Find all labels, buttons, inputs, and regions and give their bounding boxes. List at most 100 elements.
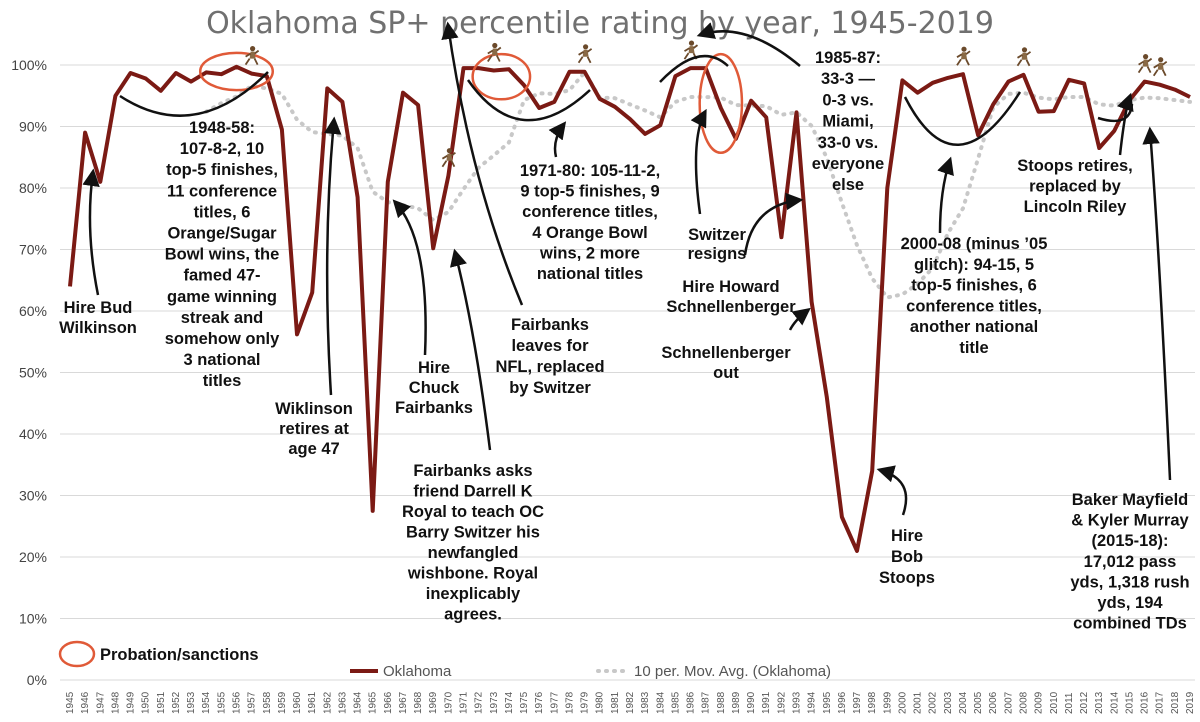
- x-tick-label: 1996: [837, 691, 848, 714]
- x-tick-label: 1953: [186, 691, 197, 714]
- sanctions-ellipse: [698, 52, 744, 155]
- x-tick-label: 1961: [307, 691, 318, 714]
- x-tick-label: 1994: [807, 691, 818, 714]
- sanctions-legend: Probation/sanctions: [58, 640, 259, 668]
- x-tick-label: 2007: [1003, 691, 1014, 714]
- arrow-fairbanks-leaves: [441, 21, 524, 306]
- x-tick-label: 1985: [670, 691, 681, 714]
- annotation-baker: Baker Mayfield & Kyler Murray (2015-18): 17…: [1070, 491, 1189, 633]
- sanctions-ellipse: [198, 51, 275, 92]
- football-player-icon: [577, 44, 593, 64]
- x-tick-label: 1998: [867, 691, 878, 714]
- x-tick-label: 1951: [156, 691, 167, 714]
- x-tick-label: 1977: [549, 691, 560, 714]
- x-tick-label: 1984: [655, 691, 666, 714]
- y-tick-label: 80%: [19, 180, 47, 196]
- x-tick-label: 1982: [625, 691, 636, 714]
- x-tick-label: 1980: [595, 691, 606, 714]
- x-tick-label: 1974: [504, 691, 515, 714]
- x-tick-label: 2013: [1094, 691, 1105, 714]
- x-tick-label: 2019: [1185, 691, 1196, 714]
- annotation-hire-chuck: Hire Chuck Fairbanks: [395, 359, 473, 417]
- x-tick-label: 1999: [882, 691, 893, 714]
- era-1971-80-bracket: [466, 79, 591, 122]
- x-tick-label: 1975: [519, 691, 530, 714]
- football-player-icon: [1016, 47, 1032, 67]
- x-tick-label: 1969: [428, 691, 439, 714]
- arrow-era-1985-87: [696, 22, 801, 67]
- arrow-switzer-resigns: [690, 108, 707, 215]
- x-axis: 1945 1946 1947 1948 1949 1950 1951 1952 1953 1954…: [65, 691, 1196, 714]
- x-tick-label: 2001: [913, 691, 924, 714]
- x-tick-label: 1962: [322, 691, 333, 714]
- x-tick-label: 1990: [746, 691, 757, 714]
- coach-icons: [244, 40, 1168, 168]
- annotation-era4858: 1948-58: 107-8-2, 10 top-5 finishes, 11 con…: [165, 119, 280, 390]
- arrow-era-2000-08: [937, 156, 954, 234]
- x-tick-label: 1946: [80, 691, 91, 714]
- annotation-era7180: 1971-80: 105-11-2, 9 top-5 finishes, 9 con…: [520, 162, 660, 283]
- era-1985-87-bracket: [659, 54, 729, 83]
- x-tick-label: 1949: [126, 691, 137, 714]
- x-tick-label: 1981: [610, 691, 621, 714]
- x-tick-label: 1952: [171, 691, 182, 714]
- x-tick-label: 1971: [459, 691, 470, 714]
- annotation-arrows: [82, 21, 1172, 516]
- x-tick-label: 1960: [292, 691, 303, 714]
- football-player-icon: [1152, 57, 1168, 77]
- x-tick-label: 1964: [353, 691, 364, 714]
- x-tick-label: 1992: [776, 691, 787, 714]
- x-tick-label: 2014: [1109, 691, 1120, 714]
- x-tick-label: 1988: [716, 691, 727, 714]
- oklahoma-line: [68, 64, 1191, 553]
- x-tick-label: 1954: [201, 691, 212, 714]
- x-tick-label: 1959: [277, 691, 288, 714]
- moving-average-line: [204, 68, 1192, 300]
- x-tick-label: 2009: [1034, 691, 1045, 714]
- football-player-icon: [1137, 54, 1153, 74]
- x-tick-label: 1948: [110, 691, 121, 714]
- x-tick-label: 1967: [398, 691, 409, 714]
- x-tick-label: 1970: [443, 691, 454, 714]
- x-tick-label: 2017: [1155, 691, 1166, 714]
- x-tick-label: 2000: [897, 691, 908, 714]
- arrow-hire-howard: [743, 192, 804, 256]
- arrow-wilkinson-retire: [324, 116, 342, 396]
- x-tick-label: 1963: [337, 691, 348, 714]
- legend: Oklahoma 10 per. Mov. Avg. (Oklahoma): [350, 663, 831, 680]
- x-tick-label: 1989: [731, 691, 742, 714]
- football-player-icon: [487, 42, 502, 62]
- arrow-hire-bob: [876, 465, 908, 516]
- x-tick-label: 1976: [534, 691, 545, 714]
- arrow-fairbanks-asks: [449, 248, 492, 451]
- x-tick-label: 2012: [1079, 691, 1090, 714]
- y-tick-label: 10%: [19, 611, 47, 627]
- x-tick-label: 1956: [231, 691, 242, 714]
- football-player-icon: [956, 46, 971, 66]
- x-tick-label: 1993: [791, 691, 802, 714]
- x-tick-label: 1987: [701, 691, 712, 714]
- x-tick-label: 2016: [1140, 691, 1151, 714]
- x-tick-label: 1955: [216, 691, 227, 714]
- sanctions-legend-label: Probation/sanctions: [100, 646, 259, 664]
- era-1948-58-bracket: [119, 71, 269, 117]
- arrow-hire-chuck: [392, 199, 427, 356]
- arrow-hire-bud: [82, 168, 100, 296]
- y-tick-label: 50%: [19, 365, 47, 381]
- y-axis: 0% 10% 20% 30% 40% 50% 60% 70% 80% 90% 100%: [11, 57, 47, 688]
- era-brackets: [119, 54, 1134, 146]
- x-tick-label: 1965: [368, 691, 379, 714]
- y-tick-label: 100%: [11, 57, 47, 73]
- x-tick-label: 2004: [958, 691, 969, 714]
- sanctions-markers: [198, 51, 744, 155]
- arrow-era-1971-80: [548, 121, 567, 158]
- x-tick-label: 1968: [413, 691, 424, 714]
- x-tick-label: 2008: [1019, 691, 1030, 714]
- annotation-wilk-retire: Wiklinson retires at age 47: [275, 400, 353, 458]
- x-tick-label: 1991: [761, 691, 772, 714]
- annotation-hire-bob: Hire Bob Stoops: [879, 527, 935, 587]
- x-tick-label: 1957: [247, 691, 258, 714]
- x-tick-label: 1995: [822, 691, 833, 714]
- x-tick-label: 1986: [686, 691, 697, 714]
